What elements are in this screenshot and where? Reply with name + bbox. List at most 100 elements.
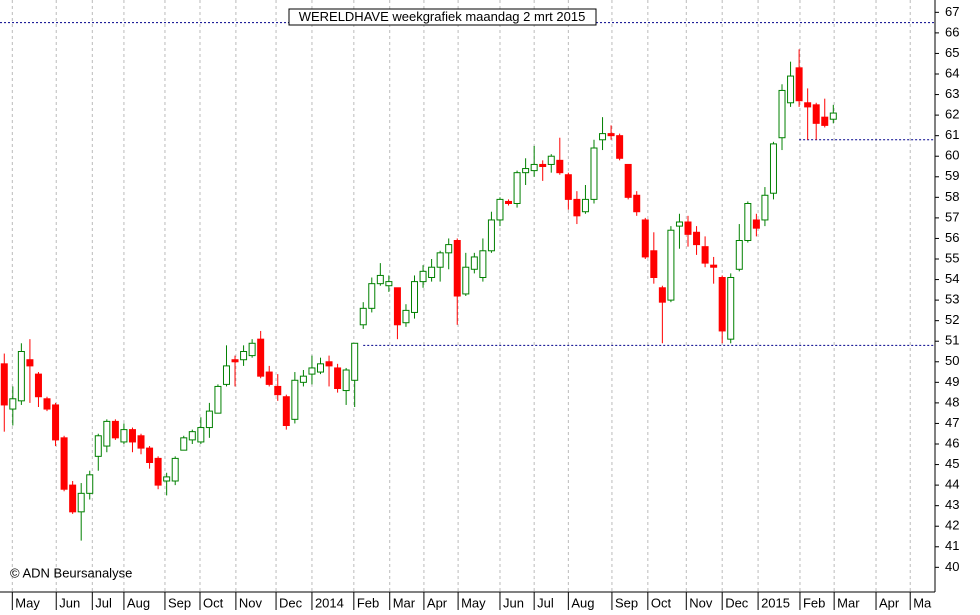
y-tick-label: 58 [945, 189, 959, 204]
candle-body [316, 363, 324, 373]
candle-body [205, 410, 213, 429]
candle-body [120, 429, 128, 443]
candle-body [137, 435, 145, 449]
candle-body [9, 398, 17, 410]
candle-body [718, 277, 726, 332]
candle-body [769, 143, 777, 194]
candle-body [128, 429, 136, 443]
candle-body [795, 67, 803, 102]
candle-body [26, 359, 34, 367]
candle-body [368, 283, 376, 309]
candle-body [402, 309, 410, 324]
y-tick-label: 42 [945, 518, 959, 533]
candle-body [616, 135, 624, 159]
y-tick-label: 62 [945, 107, 959, 122]
candle-body [325, 361, 333, 367]
candle-body [539, 163, 547, 167]
candle-body [633, 194, 641, 213]
y-tick-label: 47 [945, 415, 959, 430]
candle-body [282, 396, 290, 427]
candle-body [163, 476, 171, 482]
candle-body [556, 159, 564, 174]
y-tick-label: 45 [945, 456, 959, 471]
candle-body [146, 447, 154, 464]
x-tick-label: Mar [837, 595, 860, 610]
candle-body [436, 252, 444, 268]
y-tick-label: 66 [945, 24, 959, 39]
x-tick-label: 2015 [761, 595, 790, 610]
candle-body [43, 398, 51, 410]
candle-body [231, 359, 239, 363]
x-tick-label: Sep [168, 595, 191, 610]
candle-body [197, 427, 205, 443]
candle-body [547, 155, 555, 165]
candle-body [744, 203, 752, 241]
candle-body [154, 457, 162, 486]
candle-body [761, 194, 769, 221]
x-tick-label: Oct [651, 595, 672, 610]
y-tick-label: 64 [945, 65, 959, 80]
x-tick-label: Feb [803, 595, 825, 610]
candle-body [530, 163, 538, 172]
candle-body [573, 198, 581, 217]
y-tick-label: 50 [945, 353, 959, 368]
candle-body [479, 250, 487, 278]
y-tick-label: 53 [945, 292, 959, 307]
candle-body [641, 219, 649, 258]
candle-body [222, 365, 230, 385]
candle-body [675, 221, 683, 227]
candle-body [180, 437, 188, 451]
y-tick-label: 43 [945, 497, 959, 512]
candle-body [257, 338, 265, 377]
candle-body [829, 112, 837, 120]
candle-body [778, 89, 786, 139]
y-tick-label: 67 [945, 4, 959, 19]
candle-body [240, 351, 248, 361]
candle-body [351, 342, 359, 381]
y-tick-label: 61 [945, 127, 959, 142]
candle-body [17, 351, 25, 402]
x-tick-label: Dec [279, 595, 303, 610]
candle-body [470, 256, 478, 270]
y-tick-label: 60 [945, 148, 959, 163]
candle-body [359, 307, 367, 326]
candle-body [342, 369, 350, 392]
candle-body [693, 231, 701, 246]
candle-body [752, 219, 760, 229]
x-tick-label: Jul [537, 595, 554, 610]
y-tick-label: 52 [945, 312, 959, 327]
candle-body [522, 168, 530, 174]
candle-body [86, 474, 94, 494]
y-tick-label: 49 [945, 374, 959, 389]
x-tick-label: Nov [689, 595, 713, 610]
candle-body [393, 287, 401, 326]
candle-body [94, 435, 102, 457]
y-tick-label: 54 [945, 271, 959, 286]
candle-body [607, 133, 615, 137]
candle-body [419, 270, 427, 283]
candle-body [624, 163, 632, 198]
candle-body [684, 221, 692, 235]
y-tick-label: 41 [945, 538, 959, 553]
candle-body [701, 246, 709, 264]
candle-body [667, 229, 675, 301]
x-tick-label: Jun [59, 595, 80, 610]
candle-body [658, 287, 666, 303]
candle-body [274, 385, 282, 396]
candle-body [299, 375, 307, 383]
y-tick-label: 56 [945, 230, 959, 245]
candle-body [291, 379, 299, 420]
candle-body [111, 420, 119, 439]
x-tick-label: Nov [239, 595, 263, 610]
title-box [288, 8, 597, 26]
candle-body [334, 367, 342, 390]
candle-body [214, 385, 222, 414]
x-tick-label: Aug [571, 595, 594, 610]
candle-body [0, 363, 8, 406]
candle-body [52, 404, 60, 441]
x-tick-label: Sep [615, 595, 638, 610]
candle-body [735, 240, 743, 270]
candle-body [581, 198, 589, 213]
